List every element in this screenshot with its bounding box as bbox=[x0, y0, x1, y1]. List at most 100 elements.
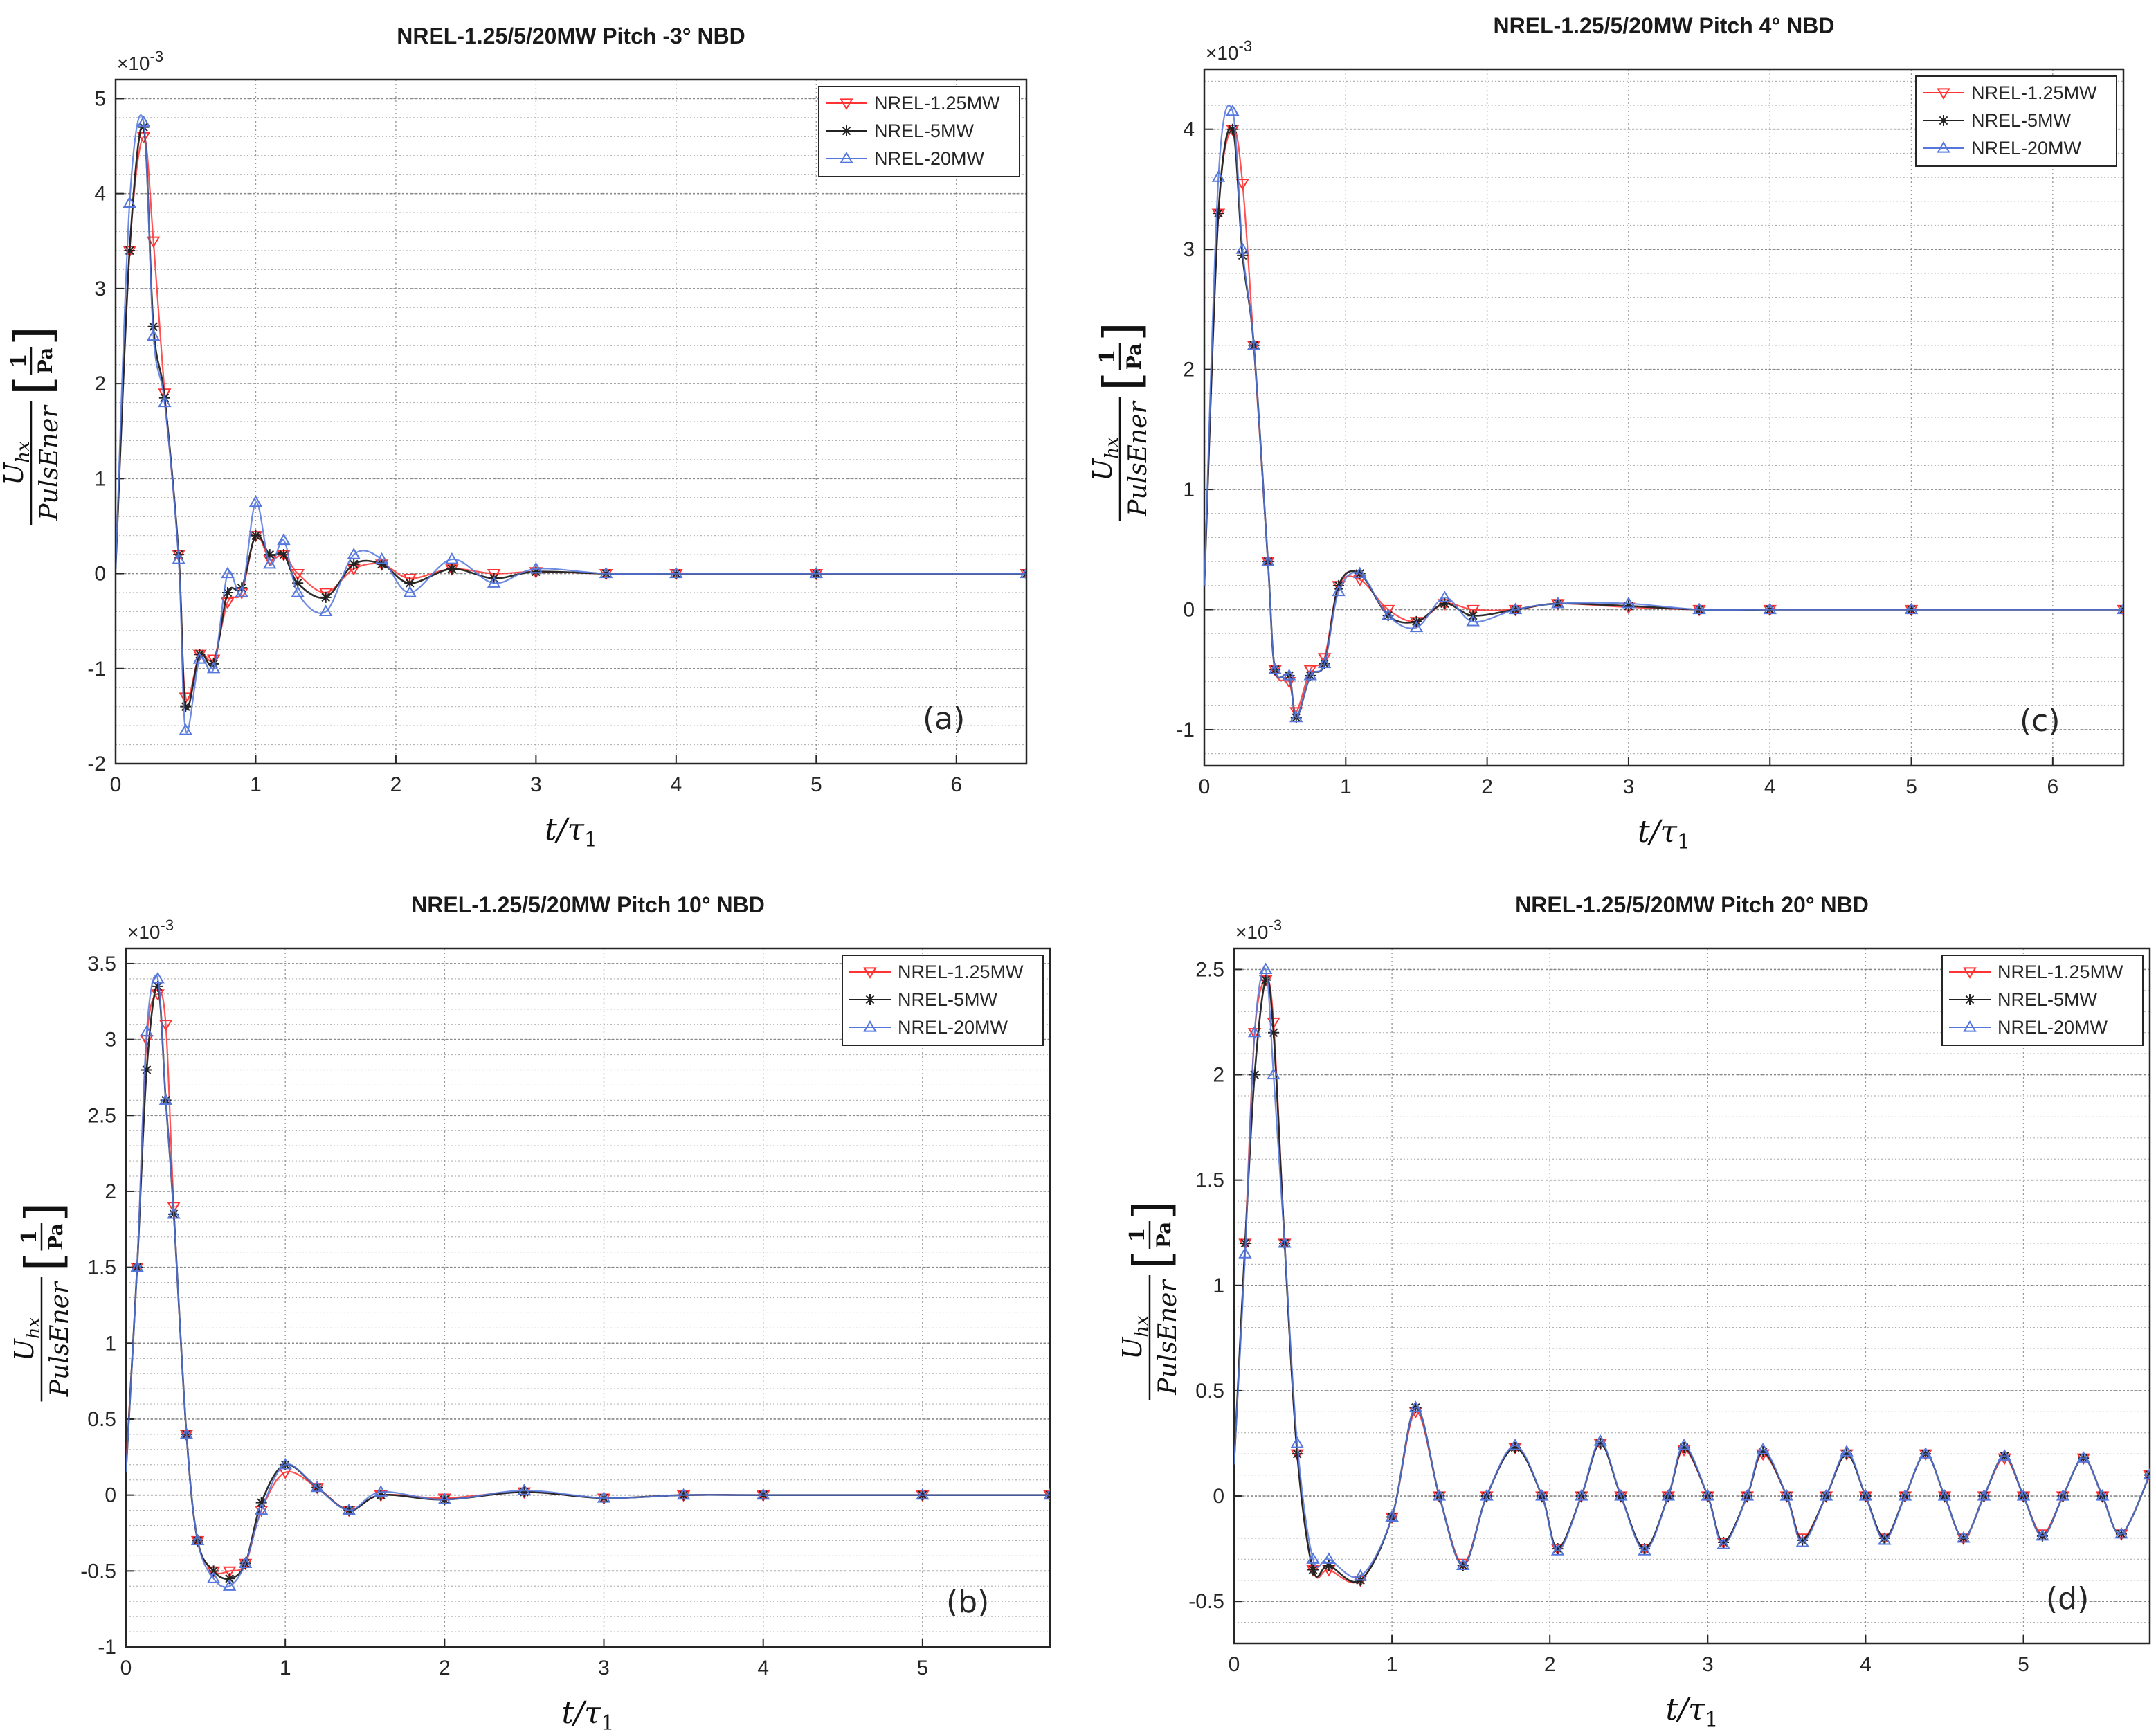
data-point-nrel-20mw bbox=[221, 566, 235, 579]
x-tick-label: 0 bbox=[1229, 1653, 1240, 1676]
svg-text:PulsEner: PulsEner bbox=[1154, 1279, 1182, 1396]
svg-text:Uhx: Uhx bbox=[9, 1317, 44, 1361]
plot-area bbox=[1204, 69, 2123, 766]
data-point-nrel-20mw bbox=[136, 115, 151, 127]
x-tick-label: 0 bbox=[110, 773, 122, 796]
y-tick-label: 0.5 bbox=[87, 1408, 116, 1431]
data-point-nrel-20mw bbox=[445, 552, 459, 564]
data-point-nrel-5mw bbox=[404, 577, 416, 589]
data-point-nrel-1-25mw bbox=[158, 388, 172, 400]
y-tick-label: -1 bbox=[1176, 719, 1195, 741]
data-point-nrel-20mw bbox=[179, 1427, 194, 1439]
data-point-nrel-20mw bbox=[172, 552, 185, 564]
x-tick-label: 4 bbox=[757, 1657, 769, 1679]
y-tick-label: 2 bbox=[105, 1180, 116, 1203]
svg-text:PulsEner: PulsEner bbox=[35, 405, 64, 521]
plot-area bbox=[126, 948, 1050, 1647]
x-tick-label: 3 bbox=[598, 1657, 610, 1679]
data-point-nrel-20mw bbox=[347, 548, 361, 559]
x-tick-label: 6 bbox=[950, 773, 962, 796]
legend-label-nrel-5mw: NREL-5MW bbox=[898, 989, 998, 1010]
data-point-nrel-20mw bbox=[291, 586, 305, 597]
data-point-nrel-20mw bbox=[1937, 1489, 1952, 1501]
data-point-nrel-20mw bbox=[310, 1480, 324, 1493]
data-point-nrel-20mw bbox=[1480, 1489, 1494, 1501]
legend-label-nrel-1-25mw: NREL-1.25MW bbox=[874, 93, 1000, 114]
chart-panel-c: 0 1 2 3 4 5 6 -1 0 1 2 3 4 ×10-3 NREL-1.25/5/20MW Pitc… bbox=[1087, 13, 2125, 854]
data-point-nrel-20mw bbox=[1840, 1445, 1854, 1457]
data-point-nrel-20mw bbox=[1432, 1489, 1447, 1501]
legend-marker-nrel-1-25mw bbox=[1937, 88, 1950, 100]
x-tick-label: 4 bbox=[671, 773, 682, 796]
y-tick-label: 4 bbox=[94, 183, 106, 206]
legend: NREL-1.25MW NREL-5MW NREL-20MW bbox=[1915, 75, 2117, 167]
data-point-nrel-20mw bbox=[529, 561, 543, 574]
y-tick-label: 2.5 bbox=[87, 1104, 116, 1127]
data-point-nrel-20mw bbox=[1322, 1552, 1336, 1564]
data-point-nrel-20mw bbox=[2143, 1468, 2150, 1480]
data-point-nrel-20mw bbox=[151, 971, 165, 984]
data-point-nrel-20mw bbox=[1919, 1447, 1932, 1459]
data-point-nrel-5mw bbox=[250, 530, 262, 541]
data-point-nrel-20mw bbox=[2117, 602, 2123, 615]
svg-text:]: ] bbox=[15, 1202, 73, 1221]
legend-marker-nrel-5mw bbox=[864, 994, 876, 1005]
data-point-nrel-20mw bbox=[1353, 1569, 1368, 1581]
svg-text:1: 1 bbox=[1096, 350, 1120, 364]
data-point-nrel-5mw bbox=[320, 591, 332, 603]
data-point-nrel-20mw bbox=[248, 495, 263, 507]
data-point-nrel-20mw bbox=[1247, 338, 1261, 350]
data-point-nrel-20mw bbox=[278, 1457, 292, 1470]
data-point-nrel-20mw bbox=[756, 1488, 770, 1500]
x-tick-label: 1 bbox=[280, 1657, 291, 1679]
x-tick-label: 4 bbox=[1764, 775, 1776, 798]
x-tick-label: 6 bbox=[2047, 775, 2059, 798]
y-tick-label: -2 bbox=[87, 753, 106, 775]
x-tick-label: 5 bbox=[1905, 775, 1917, 798]
data-point-nrel-20mw bbox=[130, 1260, 144, 1272]
data-point-nrel-5mw bbox=[1213, 208, 1224, 219]
data-point-nrel-20mw bbox=[374, 552, 389, 564]
chart-title: NREL-1.25/5/20MW Pitch -3° NBD bbox=[397, 24, 745, 48]
panel-label: (b) bbox=[946, 1585, 989, 1620]
x-tick-label: 5 bbox=[2018, 1653, 2029, 1676]
svg-text:1: 1 bbox=[7, 354, 31, 368]
svg-text:[: [ bbox=[1123, 1250, 1181, 1270]
y-tick-label: 4 bbox=[1183, 118, 1195, 141]
legend-marker-nrel-1-25mw bbox=[863, 967, 877, 979]
chart-panel-d: 0 1 2 3 4 5 -0.5 0 0.5 1 1.5 2 2.5 ×10-3 NREL-1.25/5/2… bbox=[1117, 892, 2151, 1730]
y-tick-label: 2.5 bbox=[1195, 958, 1224, 981]
y-scale-exponent: ×10-3 bbox=[1235, 917, 1282, 943]
x-tick-label: 1 bbox=[250, 773, 262, 796]
data-point-nrel-20mw bbox=[192, 652, 207, 664]
data-point-nrel-20mw bbox=[158, 1093, 173, 1105]
data-point-nrel-5mw bbox=[124, 245, 136, 256]
data-point-nrel-1-25mw bbox=[1466, 604, 1480, 617]
y-tick-label: 2 bbox=[1213, 1064, 1224, 1087]
svg-text:Pa: Pa bbox=[1152, 1222, 1175, 1248]
data-point-nrel-20mw bbox=[1638, 1544, 1651, 1556]
data-point-nrel-20mw bbox=[1408, 1400, 1423, 1412]
y-tick-label: -0.5 bbox=[80, 1560, 116, 1583]
data-point-nrel-20mw bbox=[1898, 1489, 1912, 1501]
data-point-nrel-20mw bbox=[1614, 1489, 1628, 1501]
series-line-nrel-20mw bbox=[1234, 967, 2150, 1578]
x-axis-label: t/τ1 bbox=[1666, 1692, 1719, 1730]
data-point-nrel-20mw bbox=[2016, 1489, 2031, 1501]
y-tick-label: 0.5 bbox=[1195, 1380, 1224, 1403]
y-tick-label: 1 bbox=[1213, 1274, 1224, 1297]
data-point-nrel-1-25mw bbox=[146, 236, 161, 249]
legend-label-nrel-5mw: NREL-5MW bbox=[874, 120, 975, 141]
svg-text:PulsEner: PulsEner bbox=[1124, 401, 1152, 517]
y-axis-label: Uhx PulsEner [1 Pa] bbox=[0, 326, 64, 525]
data-point-nrel-5mw bbox=[180, 701, 192, 712]
data-point-nrel-20mw bbox=[238, 1556, 253, 1568]
data-point-nrel-20mw bbox=[1226, 104, 1240, 116]
data-point-nrel-20mw bbox=[1466, 614, 1480, 627]
data-point-nrel-20mw bbox=[1763, 602, 1777, 615]
chart-title: NREL-1.25/5/20MW Pitch 20° NBD bbox=[1515, 892, 1869, 917]
legend: NREL-1.25MW NREL-5MW NREL-20MW bbox=[818, 86, 1020, 177]
data-point-nrel-20mw bbox=[1795, 1535, 1809, 1547]
x-tick-label: 1 bbox=[1340, 775, 1352, 798]
chart-title: NREL-1.25/5/20MW Pitch 10° NBD bbox=[411, 892, 765, 917]
